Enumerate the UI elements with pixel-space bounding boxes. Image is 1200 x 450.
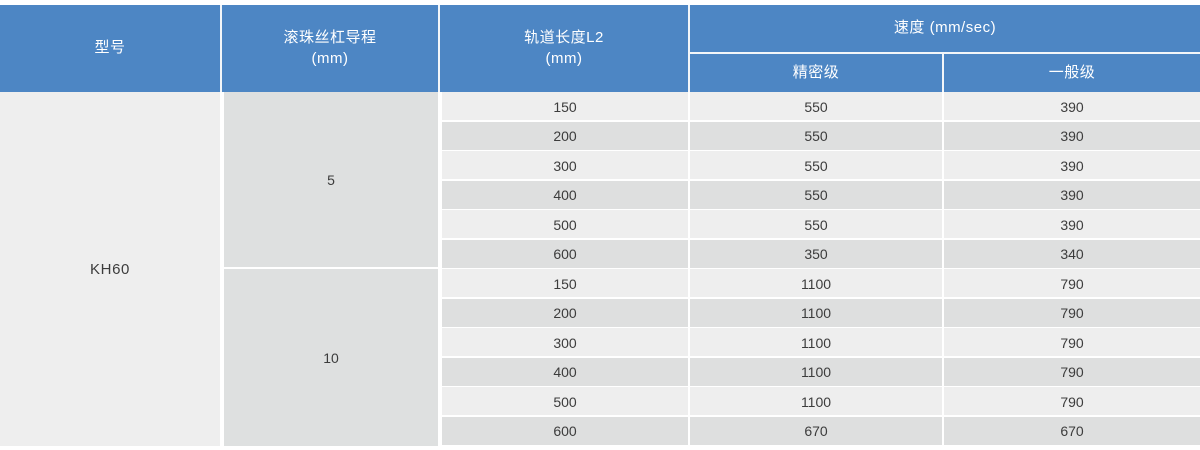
cell-speed-precision: 1100 — [690, 387, 944, 417]
lead-value: 10 — [323, 349, 339, 366]
cell-speed-precision: 550 — [690, 210, 944, 240]
table-row: 150 1100 790 — [442, 269, 1200, 299]
cell-speed-general: 790 — [1060, 334, 1084, 351]
header-cell-rail-length: 轨道长度L2 (mm) — [440, 5, 690, 92]
cell-speed-general: 390 — [1060, 98, 1084, 115]
cell-rail-length: 200 — [442, 121, 690, 151]
header-label-length-unit: (mm) — [545, 49, 583, 67]
table-row: 200 550 390 — [442, 121, 1200, 151]
header-label-model: 型号 — [94, 39, 126, 57]
data-rows: 150 550 390 200 550 390 300 550 390 400 550 390 500 5… — [442, 92, 1200, 446]
table-body: KH60 5 10 150 550 390 200 550 390 300 550 390 400… — [0, 92, 1200, 446]
cell-speed-precision: 1100 — [690, 298, 944, 328]
cell-speed-precision: 550 — [690, 92, 944, 122]
cell-rail-length: 600 — [442, 416, 690, 446]
header-label-lead-unit: (mm) — [311, 49, 349, 67]
table-row: 500 1100 790 — [442, 387, 1200, 417]
table-row: 400 550 390 — [442, 180, 1200, 210]
header-label-length: 轨道长度L2 — [524, 29, 604, 47]
table-row: 200 1100 790 — [442, 298, 1200, 328]
cell-speed-general: 390 — [1060, 187, 1084, 204]
table-row: 150 550 390 — [442, 92, 1200, 122]
cell-speed-general: 790 — [1060, 364, 1084, 381]
cell-rail-length: 300 — [442, 151, 690, 181]
header-label-speed: 速度 (mm/sec) — [893, 19, 997, 37]
cell-speed-general: 790 — [1060, 305, 1084, 322]
cell-speed-precision: 550 — [690, 151, 944, 181]
table-row: 300 550 390 — [442, 151, 1200, 181]
cell-rail-length: 400 — [442, 180, 690, 210]
header-label-lead: 滚珠丝杠导程 — [283, 29, 377, 47]
lead-value: 5 — [327, 171, 335, 188]
cell-rail-length: 500 — [442, 210, 690, 240]
cell-speed-precision: 1100 — [690, 269, 944, 299]
cell-rail-length: 300 — [442, 328, 690, 358]
cell-speed-general: 790 — [1060, 275, 1084, 292]
table-row: 400 1100 790 — [442, 357, 1200, 387]
cell-rail-length: 150 — [442, 92, 690, 122]
model-label: KH60 — [90, 260, 130, 278]
cell-speed-precision: 1100 — [690, 357, 944, 387]
table-row: 600 670 670 — [442, 416, 1200, 446]
cell-rail-length: 200 — [442, 298, 690, 328]
cell-rail-length: 600 — [442, 239, 690, 269]
cell-rail-length: 400 — [442, 357, 690, 387]
cell-speed-general: 390 — [1060, 216, 1084, 233]
table-row: 300 1100 790 — [442, 328, 1200, 358]
header-cell-ball-screw-lead: 滚珠丝杠导程 (mm) — [222, 5, 440, 92]
cell-rail-length: 150 — [442, 269, 690, 299]
cell-speed-general: 790 — [1060, 393, 1084, 410]
table-row: 500 550 390 — [442, 210, 1200, 240]
cell-lead-group-0: 5 — [224, 92, 438, 267]
cell-model-value: KH60 — [0, 92, 220, 446]
table-header: 型号 滚珠丝杠导程 (mm) 轨道长度L2 (mm) 速度 (mm/sec) 精… — [0, 5, 1200, 92]
header-label-general: 一般级 — [1048, 63, 1096, 81]
table-row: 600 350 340 — [442, 239, 1200, 269]
cell-rail-length: 500 — [442, 387, 690, 417]
cell-speed-precision: 550 — [690, 180, 944, 210]
cell-lead-group-1: 10 — [224, 269, 438, 446]
cell-speed-precision: 1100 — [690, 328, 944, 358]
clipped-artifact — [1080, 0, 1200, 4]
header-cell-model: 型号 — [0, 5, 222, 92]
header-cell-speed-precision: 精密级 — [690, 54, 944, 92]
header-cell-speed-general: 一般级 — [944, 54, 1200, 92]
cell-speed-precision: 550 — [690, 121, 944, 151]
cell-speed-precision: 670 — [690, 416, 944, 446]
cell-speed-general: 340 — [1060, 246, 1084, 263]
header-cell-speed-group: 速度 (mm/sec) — [690, 5, 1200, 54]
cell-speed-general: 390 — [1060, 157, 1084, 174]
cell-speed-general: 670 — [1060, 423, 1084, 440]
header-label-precision: 精密级 — [792, 63, 840, 81]
cell-speed-general: 390 — [1060, 128, 1084, 145]
cell-speed-precision: 350 — [690, 239, 944, 269]
